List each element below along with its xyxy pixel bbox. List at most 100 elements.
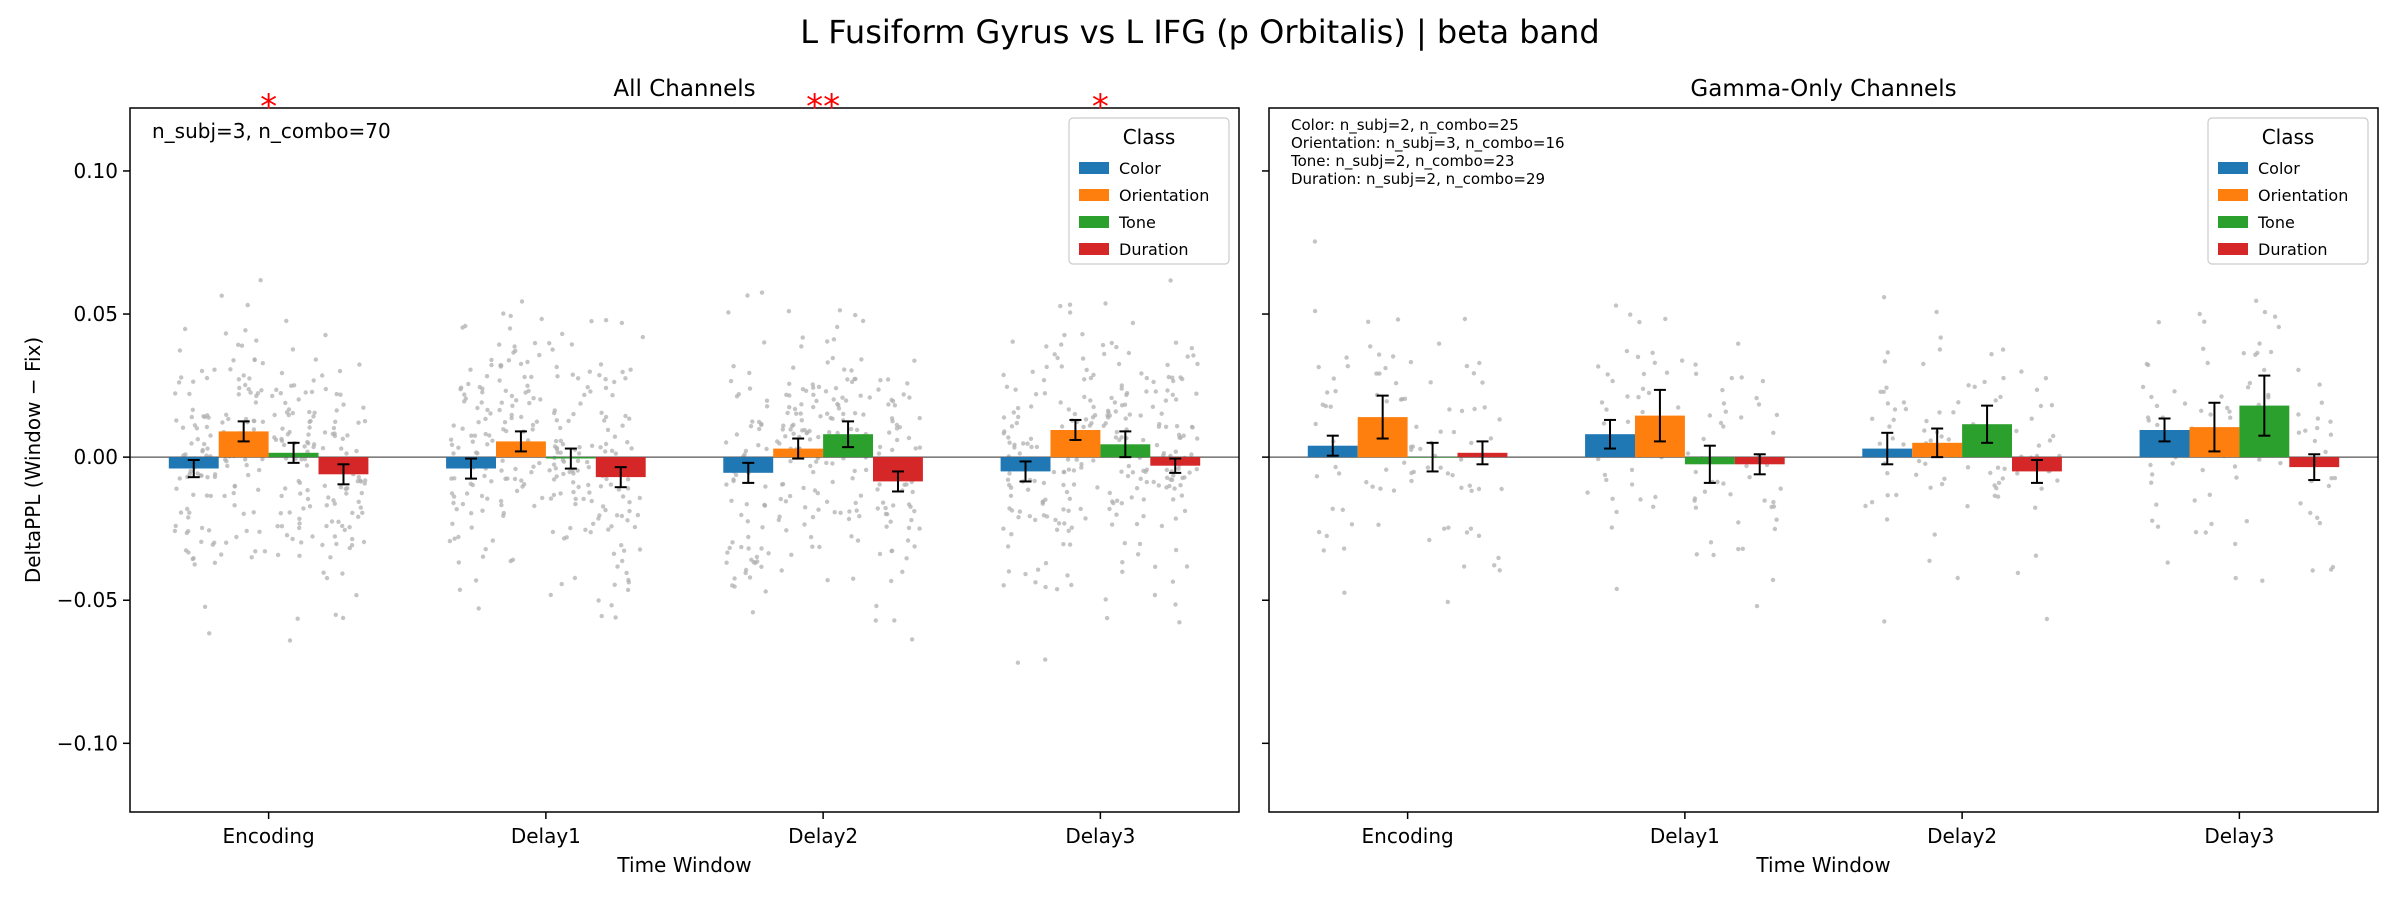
jitter-point <box>848 426 854 432</box>
jitter-point <box>1325 390 1330 395</box>
jitter-point <box>2033 505 2038 510</box>
jitter-point <box>177 348 183 353</box>
jitter-point <box>2001 375 2006 381</box>
jitter-point <box>1081 424 1086 430</box>
jitter-point <box>598 484 604 489</box>
jitter-point <box>483 431 488 437</box>
jitter-point <box>1058 303 1063 309</box>
jitter-point <box>576 484 581 490</box>
jitter-point <box>538 397 543 402</box>
jitter-point <box>339 446 344 451</box>
jitter-point <box>1153 389 1159 394</box>
jitter-point <box>1084 367 1089 373</box>
jitter-point <box>852 376 857 382</box>
jitter-point <box>190 407 195 412</box>
jitter-point <box>877 444 883 450</box>
jitter-point <box>830 416 835 421</box>
jitter-point <box>2149 394 2154 400</box>
jitter-point <box>604 476 609 482</box>
jitter-point <box>539 316 544 322</box>
jitter-point <box>573 501 578 507</box>
jitter-point <box>523 390 528 395</box>
jitter-point <box>182 326 188 332</box>
jitter-point <box>603 377 608 382</box>
jitter-point <box>731 364 736 369</box>
jitter-point <box>187 510 192 515</box>
jitter-point <box>512 344 517 349</box>
jitter-point <box>1001 526 1006 531</box>
jitter-point <box>257 529 262 534</box>
jitter-point <box>1995 465 2001 470</box>
x-tick-label: Encoding <box>1362 824 1454 848</box>
jitter-point <box>483 416 488 422</box>
jitter-point <box>890 419 895 424</box>
jitter-point <box>891 503 896 508</box>
jitter-point <box>210 542 215 547</box>
jitter-point <box>1141 437 1146 443</box>
jitter-point <box>1982 379 1987 385</box>
jitter-point <box>360 510 365 515</box>
jitter-point <box>558 425 563 431</box>
jitter-point <box>597 513 602 518</box>
jitter-point <box>840 395 845 400</box>
jitter-point <box>469 433 474 438</box>
jitter-point <box>191 379 196 384</box>
jitter-point <box>2219 394 2224 399</box>
jitter-point <box>1596 456 1601 462</box>
jitter-point <box>205 446 210 451</box>
jitter-point <box>1374 371 1379 376</box>
jitter-point <box>1336 471 1342 476</box>
jitter-point <box>1194 467 1200 472</box>
jitter-point <box>460 501 466 507</box>
jitter-point <box>1067 542 1073 547</box>
jitter-point <box>616 487 622 492</box>
jitter-point <box>295 616 300 621</box>
jitter-point <box>2317 520 2323 526</box>
jitter-point <box>842 367 847 372</box>
jitter-point <box>1007 440 1012 445</box>
jitter-point <box>498 498 504 504</box>
jitter-point <box>1376 352 1382 357</box>
jitter-point <box>910 489 915 495</box>
jitter-point <box>287 429 292 435</box>
jitter-point <box>2262 309 2268 315</box>
jitter-point <box>1010 339 1015 344</box>
jitter-point <box>2029 416 2034 421</box>
jitter-point <box>1878 389 1883 394</box>
jitter-point <box>816 507 821 512</box>
jitter-point <box>1161 451 1167 456</box>
jitter-point <box>173 391 178 396</box>
jitter-point <box>1721 424 1726 429</box>
jitter-point <box>766 551 771 556</box>
jitter-point <box>599 410 604 415</box>
jitter-point <box>1119 386 1124 391</box>
jitter-point <box>192 423 198 428</box>
jitter-point <box>306 432 311 437</box>
jitter-point <box>476 420 481 425</box>
jitter-point <box>186 550 191 555</box>
jitter-point <box>1934 309 1939 315</box>
jitter-point <box>284 318 289 324</box>
panel-1: −0.10 −0.05 0.00 0.05 0.10 Encoding * Delay1 Del… <box>21 76 1240 877</box>
jitter-point <box>561 471 566 477</box>
jitter-point <box>1989 352 1994 357</box>
jitter-point <box>853 500 858 506</box>
jitter-point <box>547 468 552 473</box>
jitter-point <box>2148 462 2153 468</box>
jitter-point <box>626 577 631 583</box>
jitter-point <box>726 310 731 315</box>
jitter-point <box>1316 364 1321 370</box>
jitter-point <box>1383 365 1388 371</box>
jitter-point <box>1314 474 1320 479</box>
jitter-point <box>886 402 891 407</box>
jitter-point <box>2296 367 2301 373</box>
jitter-point <box>1008 493 1014 498</box>
jitter-point <box>323 386 328 392</box>
legend-swatch <box>1079 243 1109 255</box>
jitter-point <box>1635 354 1641 360</box>
jitter-point <box>2328 419 2333 424</box>
jitter-point <box>1130 320 1136 326</box>
jitter-point <box>555 374 560 379</box>
jitter-point <box>204 424 210 430</box>
jitter-point <box>1993 398 1998 403</box>
